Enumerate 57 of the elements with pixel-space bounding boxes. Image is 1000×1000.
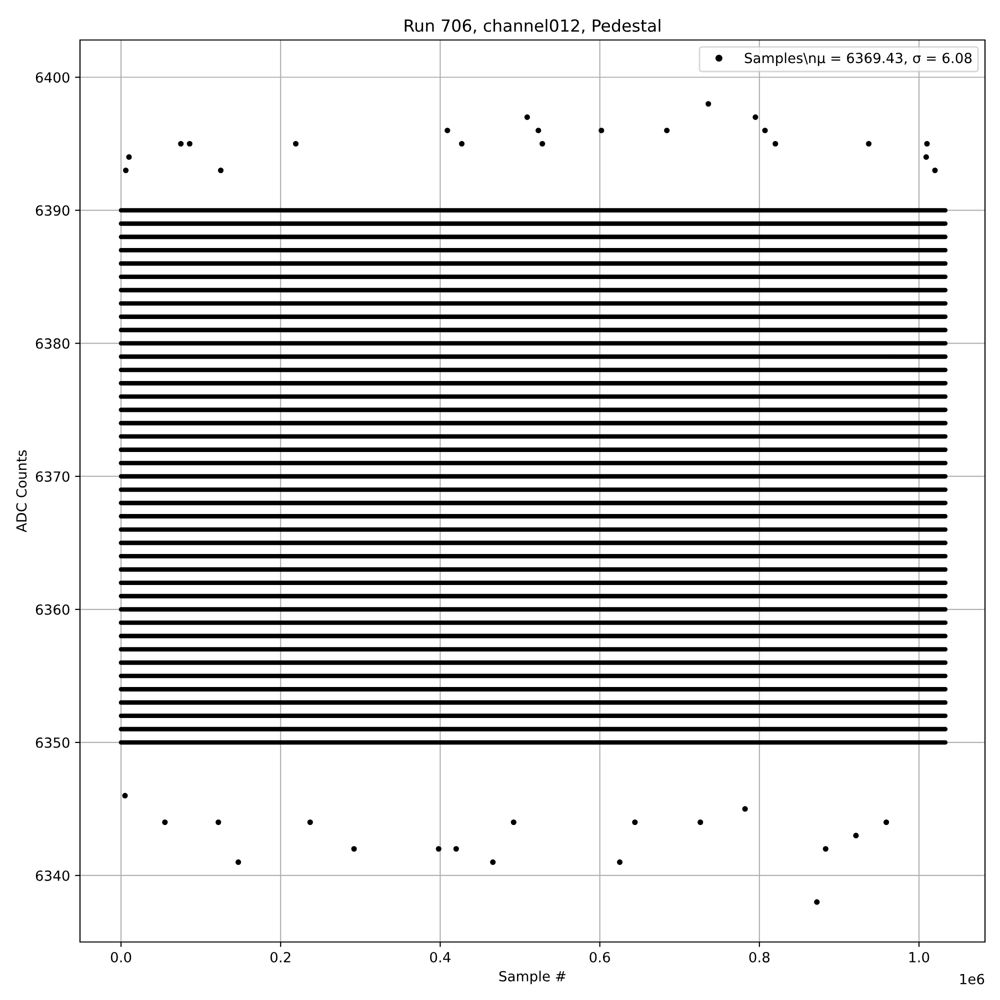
point — [814, 899, 820, 905]
point — [293, 140, 299, 147]
point — [453, 846, 459, 852]
y-tick-label: 6380 — [36, 338, 70, 349]
point — [444, 128, 450, 134]
point — [742, 806, 748, 812]
x-tick-label: 0.2 — [270, 952, 290, 962]
point — [866, 140, 872, 147]
point — [216, 819, 222, 826]
point — [540, 140, 546, 147]
point — [664, 128, 670, 134]
y-tick-label: 6360 — [36, 604, 70, 615]
point — [218, 168, 224, 174]
point — [186, 140, 192, 147]
x-tick-label: 0.8 — [749, 952, 770, 962]
point — [598, 128, 604, 134]
point — [932, 168, 938, 174]
point — [436, 846, 442, 852]
point — [510, 819, 516, 826]
point — [524, 114, 530, 120]
y-tick-label: 6370 — [36, 471, 70, 482]
x-axis-title: Sample # — [499, 970, 566, 984]
point — [632, 819, 638, 826]
text: 1e6 — [960, 974, 984, 984]
point — [178, 140, 184, 147]
legend-label: Samples\nμ = 6369.43, σ = 6.08 — [744, 52, 972, 66]
point — [772, 140, 778, 147]
point — [307, 819, 313, 826]
y-tick-label: 6390 — [36, 205, 70, 216]
x-tick-label: 1.0 — [909, 952, 930, 962]
x-tick-label: 0.6 — [590, 952, 610, 962]
x-tick-label: 0.4 — [430, 952, 450, 962]
point — [762, 128, 768, 134]
x-tick-label: 0.0 — [110, 952, 132, 962]
y-tick-label: 6400 — [36, 72, 70, 83]
chart-title: Run 706, channel012, Pedestal — [404, 19, 660, 34]
point — [126, 154, 132, 160]
point — [351, 846, 357, 852]
point — [616, 859, 623, 865]
point — [236, 859, 242, 865]
point — [853, 832, 859, 838]
point — [490, 859, 496, 865]
point — [923, 154, 929, 160]
point — [706, 101, 712, 107]
y-tick-label: 6340 — [36, 870, 70, 881]
point — [536, 128, 542, 134]
point — [122, 792, 128, 798]
point — [822, 846, 828, 852]
y-axis-title: ADC Counts — [16, 450, 27, 532]
point — [162, 819, 168, 826]
point — [123, 168, 129, 174]
y-tick-label: 6350 — [36, 737, 70, 748]
point — [698, 819, 704, 826]
point — [924, 140, 930, 147]
point — [752, 114, 758, 120]
point — [884, 819, 890, 826]
point — [458, 140, 465, 147]
